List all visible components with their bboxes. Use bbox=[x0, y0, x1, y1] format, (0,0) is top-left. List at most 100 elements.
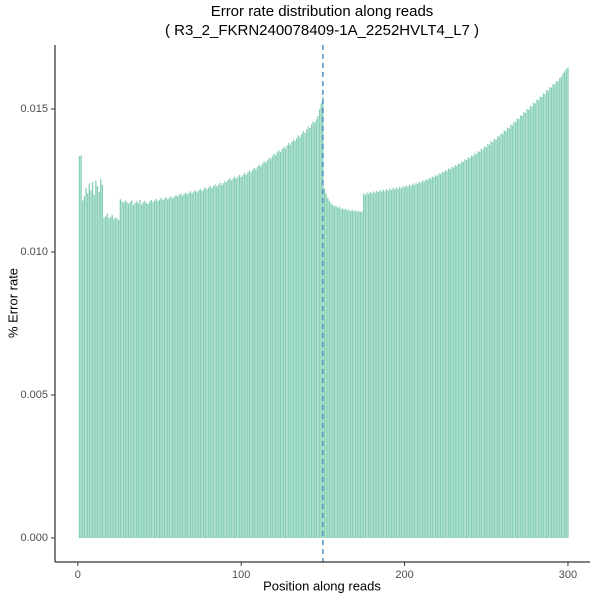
bar bbox=[124, 200, 126, 538]
bar bbox=[343, 209, 345, 538]
bar bbox=[243, 172, 246, 538]
bar bbox=[296, 138, 298, 538]
bar bbox=[106, 213, 108, 538]
bar bbox=[335, 205, 337, 538]
bar bbox=[358, 210, 360, 538]
bar bbox=[461, 161, 463, 538]
bar bbox=[147, 203, 149, 538]
bar bbox=[405, 185, 407, 538]
bar bbox=[232, 178, 234, 538]
bar bbox=[418, 181, 420, 538]
bar bbox=[291, 141, 293, 538]
bar bbox=[549, 87, 551, 538]
bar bbox=[495, 139, 497, 538]
bar bbox=[216, 186, 218, 538]
bar bbox=[224, 181, 226, 538]
bar bbox=[439, 174, 442, 538]
bar bbox=[457, 163, 460, 538]
bar bbox=[399, 186, 401, 538]
bar bbox=[189, 191, 192, 538]
bar bbox=[508, 128, 510, 538]
bar bbox=[381, 191, 383, 538]
bar bbox=[546, 90, 548, 538]
bar bbox=[140, 204, 143, 538]
bar bbox=[157, 201, 159, 538]
bar bbox=[469, 158, 471, 538]
bar bbox=[171, 198, 174, 538]
bar bbox=[550, 87, 553, 538]
bar bbox=[361, 211, 363, 538]
bar bbox=[191, 193, 193, 538]
bar bbox=[95, 180, 97, 538]
bar bbox=[302, 131, 304, 538]
bar bbox=[477, 151, 479, 538]
bar bbox=[90, 190, 92, 538]
bar bbox=[415, 182, 417, 538]
x-tick-label: 300 bbox=[559, 569, 577, 581]
bar bbox=[430, 178, 432, 538]
bar bbox=[238, 174, 241, 538]
bar bbox=[266, 160, 269, 538]
bar bbox=[350, 211, 352, 538]
bar bbox=[155, 198, 157, 538]
bar bbox=[268, 157, 270, 538]
bar bbox=[384, 191, 386, 538]
bar bbox=[560, 76, 563, 538]
bar bbox=[466, 160, 468, 538]
bar bbox=[176, 196, 179, 538]
bar bbox=[433, 177, 435, 538]
bar bbox=[431, 176, 434, 538]
bar bbox=[394, 189, 396, 538]
bar bbox=[503, 130, 505, 538]
bar bbox=[444, 170, 447, 538]
bar bbox=[170, 195, 172, 538]
bar bbox=[299, 137, 301, 538]
bar bbox=[317, 115, 319, 538]
bar bbox=[448, 168, 450, 538]
bar bbox=[472, 156, 474, 538]
bar bbox=[516, 118, 518, 538]
bar bbox=[255, 169, 257, 538]
bar bbox=[390, 189, 393, 538]
bar bbox=[534, 103, 536, 538]
bar bbox=[132, 204, 135, 538]
bar bbox=[413, 185, 416, 538]
bar bbox=[372, 191, 375, 538]
bar bbox=[425, 179, 427, 538]
bar bbox=[240, 177, 242, 538]
bar bbox=[87, 193, 89, 538]
x-tick-label: 200 bbox=[395, 569, 413, 581]
bar bbox=[234, 176, 236, 538]
bar bbox=[199, 188, 202, 538]
bar bbox=[451, 166, 453, 538]
bar bbox=[230, 180, 233, 538]
bar bbox=[557, 81, 559, 538]
bar bbox=[260, 166, 262, 538]
y-tick-label: 0.005 bbox=[20, 389, 48, 401]
bar bbox=[149, 201, 151, 538]
bar bbox=[346, 210, 349, 538]
bar bbox=[480, 148, 483, 538]
bar bbox=[459, 163, 461, 538]
bar bbox=[314, 122, 316, 538]
bar bbox=[323, 188, 326, 538]
bar bbox=[281, 149, 283, 538]
bar bbox=[438, 173, 440, 538]
y-tick-label: 0.010 bbox=[20, 246, 48, 258]
bar bbox=[353, 211, 355, 538]
bar bbox=[294, 141, 296, 538]
bar bbox=[403, 187, 406, 538]
bar bbox=[565, 69, 567, 538]
bar bbox=[528, 109, 530, 538]
bar bbox=[327, 197, 329, 538]
bar bbox=[265, 162, 267, 538]
bar bbox=[518, 119, 520, 538]
bar bbox=[114, 217, 117, 538]
bar bbox=[513, 121, 515, 538]
bar bbox=[492, 142, 494, 538]
bar bbox=[446, 171, 448, 538]
bar bbox=[348, 209, 350, 538]
bar bbox=[196, 192, 198, 538]
bar bbox=[139, 199, 141, 538]
